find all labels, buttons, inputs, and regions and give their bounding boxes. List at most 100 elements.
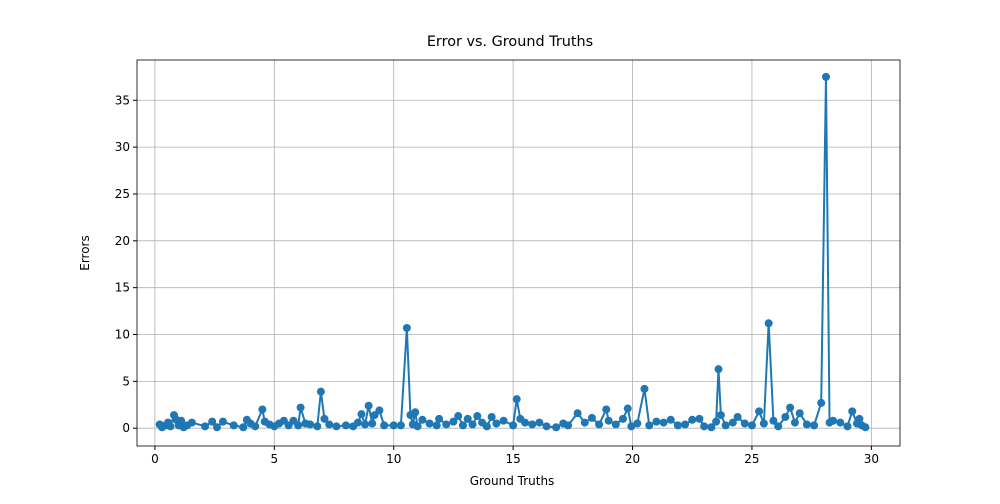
data-point bbox=[640, 384, 649, 393]
data-point bbox=[542, 422, 551, 431]
data-point bbox=[389, 421, 398, 430]
data-point bbox=[817, 398, 826, 407]
data-point bbox=[528, 420, 537, 429]
data-point bbox=[618, 414, 627, 423]
y-tick-label: 5 bbox=[122, 374, 130, 388]
y-tick-label: 25 bbox=[115, 187, 130, 201]
data-point bbox=[733, 412, 742, 421]
data-point bbox=[482, 422, 491, 431]
y-axis-label: Errors bbox=[78, 235, 92, 271]
x-tick-label: 5 bbox=[270, 452, 278, 466]
data-point bbox=[587, 413, 596, 422]
data-point bbox=[166, 422, 175, 431]
data-point bbox=[239, 423, 248, 432]
data-point bbox=[552, 423, 561, 432]
data-point bbox=[645, 421, 654, 430]
data-point bbox=[602, 405, 611, 414]
data-point bbox=[353, 418, 362, 427]
x-tick-label: 0 bbox=[151, 452, 159, 466]
data-point bbox=[611, 420, 620, 429]
data-point bbox=[229, 421, 238, 430]
data-point bbox=[659, 418, 668, 427]
data-point bbox=[861, 423, 870, 432]
data-point bbox=[487, 412, 496, 421]
x-tick-label: 15 bbox=[505, 452, 520, 466]
data-point bbox=[623, 404, 632, 413]
data-point bbox=[341, 421, 350, 430]
data-point bbox=[652, 417, 661, 426]
data-point bbox=[795, 409, 804, 418]
data-point bbox=[251, 422, 260, 431]
data-point bbox=[716, 411, 725, 420]
data-point bbox=[721, 421, 730, 430]
data-point bbox=[714, 365, 723, 374]
data-point bbox=[413, 422, 422, 431]
data-point bbox=[633, 419, 642, 428]
data-point bbox=[595, 420, 604, 429]
data-point bbox=[411, 408, 420, 417]
data-point bbox=[688, 415, 697, 424]
data-point bbox=[435, 414, 444, 423]
data-point bbox=[786, 403, 795, 412]
data-point bbox=[855, 414, 864, 423]
data-point bbox=[848, 407, 857, 416]
data-point bbox=[332, 422, 341, 431]
data-point bbox=[564, 421, 573, 430]
data-point bbox=[418, 415, 427, 424]
data-point bbox=[364, 401, 373, 410]
data-point bbox=[468, 420, 477, 429]
data-point bbox=[764, 319, 773, 328]
x-tick-label: 20 bbox=[625, 452, 640, 466]
data-point bbox=[728, 418, 737, 427]
data-point bbox=[357, 410, 366, 419]
plot-area: 0 5 10 15 20 25 30 0 5 10 15 20 25 30 35 bbox=[115, 60, 900, 466]
data-point bbox=[425, 419, 434, 428]
data-point bbox=[499, 416, 508, 425]
data-point bbox=[313, 422, 322, 431]
data-point bbox=[402, 323, 411, 332]
data-point bbox=[535, 418, 544, 427]
y-tick-label: 30 bbox=[115, 140, 130, 154]
data-point bbox=[177, 416, 186, 425]
data-point bbox=[509, 421, 518, 430]
data-point bbox=[759, 419, 768, 428]
data-point bbox=[442, 420, 451, 429]
data-point bbox=[821, 72, 830, 81]
x-tick-label: 25 bbox=[744, 452, 759, 466]
data-point bbox=[449, 417, 458, 426]
data-point bbox=[294, 421, 303, 430]
data-point bbox=[769, 416, 778, 425]
data-point bbox=[580, 418, 589, 427]
data-point bbox=[755, 407, 764, 416]
data-point bbox=[473, 412, 482, 421]
data-point bbox=[681, 420, 690, 429]
data-point bbox=[187, 418, 196, 427]
axes-frame bbox=[136, 59, 901, 447]
x-tick-label: 10 bbox=[386, 452, 401, 466]
data-point bbox=[218, 417, 227, 426]
data-point bbox=[296, 403, 305, 412]
y-tick-label: 35 bbox=[115, 93, 130, 107]
data-point bbox=[432, 421, 441, 430]
x-axis-label: Ground Truths bbox=[470, 474, 555, 488]
data-point bbox=[396, 421, 405, 430]
data-point bbox=[829, 416, 838, 425]
data-point bbox=[740, 419, 749, 428]
data-point bbox=[375, 406, 384, 415]
y-tick-label: 10 bbox=[115, 328, 130, 342]
data-point bbox=[512, 395, 521, 404]
y-tick-label: 0 bbox=[122, 421, 130, 435]
data-point bbox=[836, 418, 845, 427]
data-point bbox=[666, 415, 675, 424]
data-point bbox=[325, 420, 334, 429]
data-point bbox=[463, 414, 472, 423]
data-point bbox=[627, 422, 636, 431]
data-point bbox=[790, 418, 799, 427]
data-point bbox=[213, 423, 222, 432]
data-point bbox=[258, 405, 267, 414]
data-point bbox=[316, 387, 325, 396]
data-point bbox=[380, 421, 389, 430]
y-tick-label: 15 bbox=[115, 281, 130, 295]
